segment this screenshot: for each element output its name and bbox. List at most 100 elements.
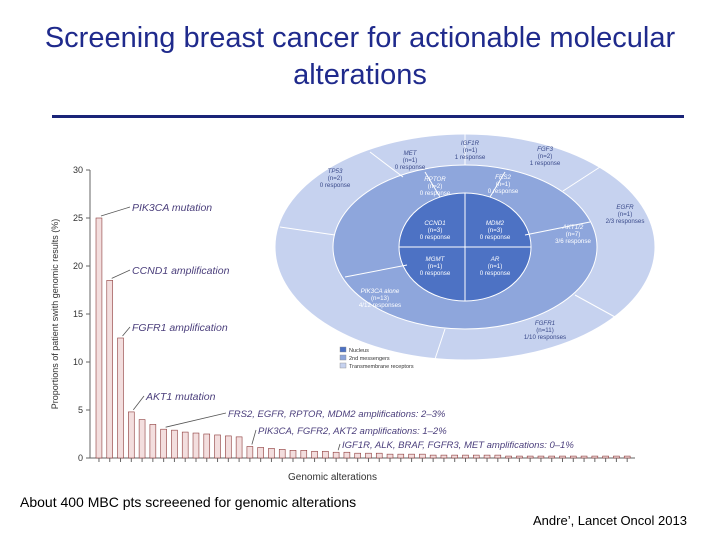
y-tick-label: 20	[73, 261, 83, 271]
bar	[332, 451, 340, 459]
y-tick-label: 15	[73, 309, 83, 319]
caption: About 400 MBC pts screeened for genomic …	[20, 494, 357, 510]
outer-segment-response: 0 response	[395, 164, 426, 171]
bar	[257, 447, 264, 459]
middle-segment-n: (n=13)	[371, 295, 389, 302]
middle-segment-response: 0 response	[488, 188, 519, 195]
annotation-leader	[337, 443, 341, 451]
outer-segment-gene: FGF3	[537, 146, 553, 153]
middle-segment-gene: PIK3CA alone	[361, 288, 400, 295]
ring-divider	[524, 221, 591, 236]
annotation-leader	[122, 326, 131, 337]
bar	[138, 419, 146, 459]
bar	[613, 455, 620, 459]
bar	[386, 453, 394, 459]
ring-divider	[574, 294, 616, 318]
bar	[160, 428, 167, 459]
inner-segment-n: (n=3)	[488, 227, 503, 234]
outer-segment-gene: TP53	[328, 168, 343, 175]
legend-label: Transmembrane receptors	[349, 364, 414, 370]
bar	[397, 453, 405, 459]
bar	[375, 452, 383, 459]
outer-segment-n: (n=11)	[536, 327, 554, 334]
bar	[451, 454, 458, 459]
bar	[548, 455, 555, 459]
bar	[570, 455, 577, 459]
bar	[429, 454, 437, 459]
bar	[203, 433, 211, 459]
outer-segment-gene: FGFR1	[535, 320, 555, 327]
inner-segment-gene: AR	[490, 256, 500, 263]
bar	[580, 455, 588, 459]
outer-segment-n: (n=2)	[328, 175, 343, 182]
bar	[95, 217, 103, 459]
bar	[537, 455, 545, 459]
annotation-label: FRS2, EGFR, RPTOR, MDM2 amplifications: …	[228, 409, 446, 420]
ring-divider	[434, 328, 446, 360]
outer-segment-n: (n=1)	[403, 157, 418, 164]
bar	[214, 434, 221, 459]
bar	[322, 450, 329, 459]
bar	[516, 455, 523, 459]
bar	[268, 448, 275, 459]
outer-segment-gene: EGFR	[616, 204, 634, 211]
ring-divider	[562, 166, 601, 192]
outer-segment-gene: IGF1R	[461, 140, 480, 147]
outer-segment-response: 1 response	[530, 160, 561, 167]
middle-segment-n: (n=7)	[566, 231, 581, 238]
bar	[235, 436, 243, 459]
title-divider	[52, 115, 684, 118]
bar	[289, 450, 297, 459]
outer-segment-response: 0 response	[320, 182, 351, 189]
legend-swatch	[339, 346, 347, 353]
inner-segment-gene: CCND1	[424, 220, 445, 227]
annotation-label: IGF1R, ALK, BRAF, FGFR3, MET amplificati…	[342, 440, 574, 451]
outer-segment-response: 1 response	[455, 154, 486, 161]
page-title: Screening breast cancer for actionable m…	[44, 22, 676, 91]
inner-segment-response: 0 response	[420, 270, 451, 277]
inner-segment-n: (n=3)	[428, 227, 443, 234]
annotation-leader	[111, 269, 131, 279]
inner-segment-gene: MGMT	[426, 256, 446, 263]
annotation-label: PIK3CA, FGFR2, AKT2 amplifications: 1–2%	[258, 426, 447, 437]
inner-segment-n: (n=1)	[488, 263, 503, 270]
bar	[311, 450, 318, 459]
bar	[483, 454, 491, 459]
legend-label: 2nd messengers	[349, 356, 390, 362]
bar	[419, 453, 426, 459]
inner-segment-gene: MDM2	[486, 220, 505, 227]
bar	[494, 454, 502, 459]
middle-segment-response: 3/6 response	[555, 238, 591, 245]
middle-segment-response: 0 response	[420, 190, 451, 197]
y-tick-label: 25	[73, 213, 83, 223]
bar	[354, 452, 361, 459]
ring-divider	[369, 151, 404, 178]
outer-segment-n: (n=1)	[463, 147, 478, 154]
y-tick-label: 0	[78, 453, 83, 463]
y-axis-label: Proportions of patient swith genomic res…	[50, 219, 60, 410]
legend-label: Nucleus	[349, 348, 369, 354]
y-tick-label: 30	[73, 165, 83, 175]
outer-segment-n: (n=2)	[538, 153, 553, 160]
outer-segment-response: 2/3 responses	[606, 218, 645, 225]
inner-segment-response: 0 response	[480, 270, 511, 277]
bar	[246, 446, 254, 459]
bar	[181, 431, 189, 459]
inner-segment-response: 0 response	[480, 234, 511, 241]
middle-segment-n: (n=1)	[496, 181, 511, 188]
bar	[440, 454, 448, 459]
middle-segment-gene: FRS2	[495, 174, 511, 181]
source-citation: Andre’, Lancet Oncol 2013	[533, 513, 687, 528]
bar	[117, 337, 124, 459]
annotation-label: PIK3CA mutation	[132, 202, 212, 214]
annotation-leader	[251, 429, 257, 445]
middle-segment-response: 4/12 responses	[359, 302, 401, 309]
inner-segment-response: 0 response	[420, 234, 451, 241]
bar	[623, 455, 631, 459]
ring-divider	[489, 171, 506, 198]
bar	[602, 455, 609, 459]
annotation-leader	[132, 395, 145, 411]
annotation-label: AKT1 mutation	[145, 391, 216, 403]
ring-divider	[344, 264, 408, 278]
